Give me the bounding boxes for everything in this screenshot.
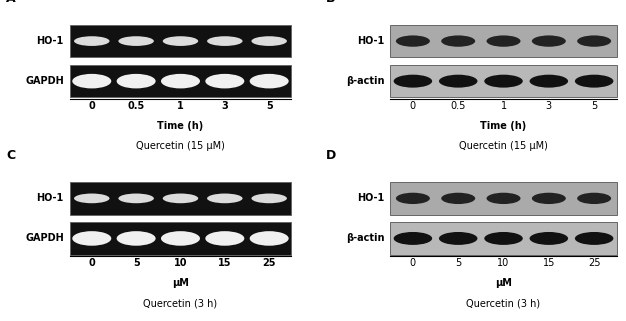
Text: 10: 10 [174, 258, 187, 268]
Text: B: B [326, 0, 335, 5]
Text: 5: 5 [133, 258, 140, 268]
Text: Time (h): Time (h) [480, 121, 526, 131]
Ellipse shape [394, 232, 432, 245]
Ellipse shape [486, 193, 520, 204]
Ellipse shape [530, 75, 568, 88]
Text: μM: μM [495, 279, 512, 289]
Ellipse shape [205, 74, 244, 88]
Ellipse shape [163, 194, 198, 203]
Text: 1: 1 [500, 101, 506, 111]
Bar [69, 25, 291, 57]
Text: Quercetin (3 h): Quercetin (3 h) [466, 299, 541, 308]
Ellipse shape [396, 35, 430, 47]
Text: Quercetin (15 μM): Quercetin (15 μM) [459, 141, 548, 151]
Text: 3: 3 [222, 101, 228, 111]
Ellipse shape [530, 232, 568, 245]
Ellipse shape [161, 231, 200, 246]
Text: D: D [326, 149, 336, 162]
Ellipse shape [485, 75, 523, 88]
Ellipse shape [575, 232, 613, 245]
Ellipse shape [74, 36, 110, 46]
Ellipse shape [116, 74, 156, 88]
Ellipse shape [250, 74, 289, 88]
Ellipse shape [577, 35, 611, 47]
Text: Quercetin (3 h): Quercetin (3 h) [143, 299, 218, 308]
Text: 15: 15 [218, 258, 232, 268]
Text: 5: 5 [591, 101, 597, 111]
Bar [390, 25, 617, 57]
Bar [69, 182, 291, 214]
Ellipse shape [205, 231, 244, 246]
Ellipse shape [250, 231, 289, 246]
Text: 0.5: 0.5 [128, 101, 145, 111]
Ellipse shape [252, 36, 287, 46]
Text: 25: 25 [588, 258, 600, 268]
Bar [69, 222, 291, 255]
Ellipse shape [72, 74, 111, 88]
Ellipse shape [532, 35, 566, 47]
Ellipse shape [485, 232, 523, 245]
Text: β-actin: β-actin [346, 76, 384, 86]
Ellipse shape [118, 36, 154, 46]
Text: Time (h): Time (h) [157, 121, 203, 131]
Ellipse shape [439, 75, 478, 88]
Ellipse shape [163, 36, 198, 46]
Text: 3: 3 [546, 101, 552, 111]
Text: HO-1: HO-1 [357, 193, 384, 204]
Ellipse shape [207, 194, 242, 203]
Ellipse shape [577, 193, 611, 204]
Text: 0: 0 [410, 101, 416, 111]
Ellipse shape [486, 35, 520, 47]
Ellipse shape [161, 74, 200, 88]
Bar [390, 65, 617, 97]
Ellipse shape [394, 75, 432, 88]
Text: C: C [6, 149, 16, 162]
Text: β-actin: β-actin [346, 233, 384, 243]
Ellipse shape [396, 193, 430, 204]
Ellipse shape [575, 75, 613, 88]
Text: GAPDH: GAPDH [25, 233, 64, 243]
Text: HO-1: HO-1 [36, 193, 64, 204]
Bar [390, 222, 617, 255]
Bar [69, 65, 291, 97]
Ellipse shape [116, 231, 156, 246]
Text: A: A [6, 0, 16, 5]
Ellipse shape [439, 232, 478, 245]
Ellipse shape [441, 193, 475, 204]
Text: 5: 5 [455, 258, 461, 268]
Ellipse shape [118, 194, 154, 203]
Ellipse shape [207, 36, 242, 46]
Bar [390, 182, 617, 214]
Text: 0: 0 [410, 258, 416, 268]
Text: HO-1: HO-1 [36, 36, 64, 46]
Text: 0: 0 [88, 101, 95, 111]
Ellipse shape [252, 194, 287, 203]
Ellipse shape [74, 194, 110, 203]
Text: HO-1: HO-1 [357, 36, 384, 46]
Ellipse shape [532, 193, 566, 204]
Text: 15: 15 [543, 258, 555, 268]
Text: 1: 1 [177, 101, 184, 111]
Text: GAPDH: GAPDH [25, 76, 64, 86]
Ellipse shape [72, 231, 111, 246]
Text: 5: 5 [266, 101, 272, 111]
Text: 0.5: 0.5 [451, 101, 466, 111]
Text: Quercetin (15 μM): Quercetin (15 μM) [136, 141, 225, 151]
Ellipse shape [441, 35, 475, 47]
Text: μM: μM [172, 279, 189, 289]
Text: 0: 0 [88, 258, 95, 268]
Text: 10: 10 [498, 258, 510, 268]
Text: 25: 25 [262, 258, 276, 268]
